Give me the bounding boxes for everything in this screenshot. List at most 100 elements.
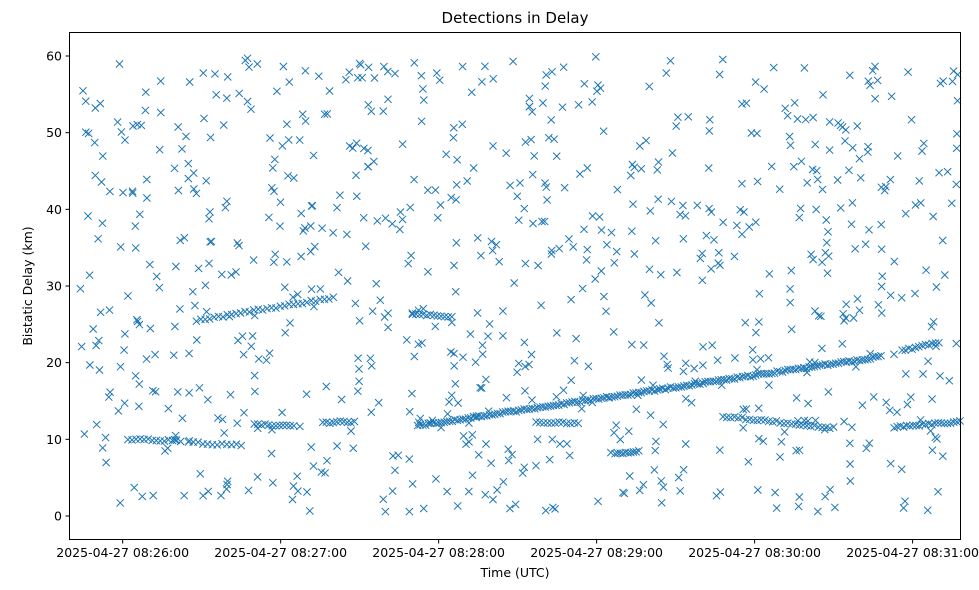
data-point	[874, 300, 883, 309]
data-point	[361, 242, 370, 251]
data-point	[184, 174, 193, 183]
data-point	[905, 422, 914, 430]
data-point	[440, 312, 449, 321]
data-point	[352, 171, 360, 180]
data-point	[793, 416, 802, 425]
data-point	[710, 235, 718, 244]
data-point	[459, 353, 467, 362]
data-point	[190, 301, 199, 310]
data-point	[297, 252, 306, 261]
data-point	[610, 428, 618, 437]
data-point	[633, 391, 642, 400]
data-point	[117, 127, 126, 136]
data-point	[335, 191, 344, 200]
data-point	[487, 459, 496, 468]
data-point	[719, 218, 728, 227]
data-point	[650, 387, 659, 396]
data-point	[402, 335, 411, 344]
data-point	[235, 241, 243, 250]
data-point	[474, 450, 483, 459]
data-point	[818, 258, 827, 267]
data-point	[164, 404, 173, 413]
data-point	[730, 354, 739, 362]
data-point	[841, 136, 849, 145]
data-point	[202, 307, 211, 316]
data-point	[521, 138, 530, 147]
data-point	[476, 251, 485, 260]
data-point	[98, 443, 107, 452]
data-point	[751, 218, 760, 227]
data-point	[194, 264, 203, 273]
data-point	[80, 430, 89, 439]
data-point	[570, 356, 579, 365]
data-point	[753, 129, 761, 138]
data-point	[495, 257, 504, 266]
data-point	[786, 298, 795, 307]
data-point	[408, 479, 417, 488]
data-point	[760, 85, 769, 94]
data-point	[923, 506, 932, 515]
data-point	[565, 451, 574, 460]
data-point	[336, 417, 345, 426]
data-point	[279, 421, 287, 430]
data-point	[95, 366, 104, 374]
data-point	[624, 391, 632, 400]
data-point	[918, 420, 927, 429]
data-point	[302, 298, 311, 307]
data-point	[155, 145, 164, 154]
data-point	[818, 185, 827, 194]
data-point	[388, 487, 397, 496]
data-point	[569, 242, 578, 251]
data-point	[797, 157, 806, 166]
data-point	[851, 362, 860, 371]
data-point	[936, 79, 945, 88]
data-point	[96, 99, 105, 108]
data-point	[316, 284, 325, 293]
data-point	[79, 86, 87, 95]
data-point	[94, 234, 103, 243]
data-point	[722, 413, 731, 422]
data-point	[555, 244, 564, 253]
data-point	[262, 356, 271, 365]
data-point	[272, 87, 281, 96]
data-point	[691, 377, 700, 386]
data-point	[594, 395, 603, 404]
data-point	[130, 483, 139, 492]
data-point	[754, 404, 763, 413]
data-point	[811, 307, 819, 316]
data-point	[811, 140, 820, 149]
data-point	[903, 400, 912, 409]
data-point	[927, 322, 936, 331]
data-point	[297, 209, 306, 218]
data-point	[282, 257, 291, 266]
data-point	[795, 213, 804, 222]
data-point	[552, 392, 561, 401]
data-point	[201, 281, 210, 290]
data-point	[355, 316, 364, 325]
data-point	[123, 291, 132, 300]
data-point	[634, 446, 643, 455]
data-point	[289, 293, 297, 302]
data-point	[751, 78, 760, 87]
data-point	[141, 88, 150, 97]
data-point	[853, 294, 862, 303]
x-tick-label: 2025-04-27 08:29:00	[530, 545, 663, 560]
data-point	[189, 185, 198, 193]
data-point	[128, 189, 137, 197]
data-point	[573, 398, 582, 407]
data-point	[953, 96, 962, 105]
data-point	[947, 199, 956, 208]
data-point	[862, 444, 871, 453]
data-point	[437, 423, 446, 432]
data-point	[604, 393, 613, 402]
data-point	[250, 387, 259, 396]
data-point	[732, 221, 741, 230]
data-point	[492, 240, 501, 249]
data-point	[419, 96, 428, 105]
data-point	[626, 171, 635, 180]
data-point	[821, 492, 830, 501]
data-point	[307, 285, 316, 294]
data-point	[813, 507, 822, 516]
data-point	[885, 406, 894, 415]
chart-title: Detections in Delay	[442, 9, 589, 27]
